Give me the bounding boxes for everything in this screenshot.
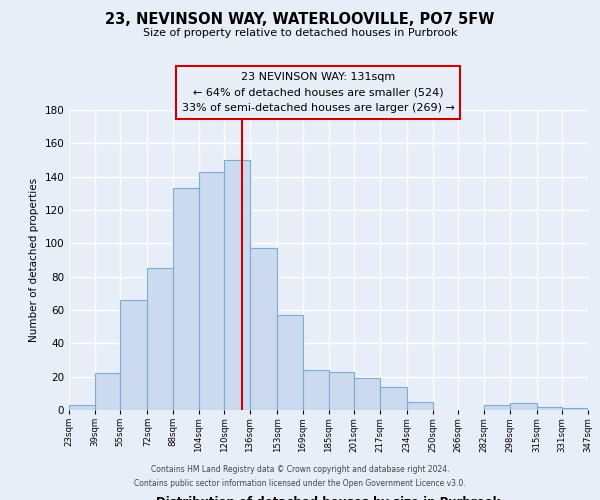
Text: Contains HM Land Registry data © Crown copyright and database right 2024.
Contai: Contains HM Land Registry data © Crown c… <box>134 466 466 487</box>
Y-axis label: Number of detached properties: Number of detached properties <box>29 178 39 342</box>
Text: 23, NEVINSON WAY, WATERLOOVILLE, PO7 5FW: 23, NEVINSON WAY, WATERLOOVILLE, PO7 5FW <box>106 12 494 28</box>
Bar <box>120 300 148 410</box>
Bar <box>407 402 433 410</box>
Bar <box>199 172 224 410</box>
X-axis label: Distribution of detached houses by size in Purbrook: Distribution of detached houses by size … <box>157 496 500 500</box>
Bar <box>380 386 407 410</box>
Text: Size of property relative to detached houses in Purbrook: Size of property relative to detached ho… <box>143 28 457 38</box>
Bar <box>562 408 588 410</box>
Bar <box>329 372 354 410</box>
Bar <box>224 160 250 410</box>
Text: 23 NEVINSON WAY: 131sqm
← 64% of detached houses are smaller (524)
33% of semi-d: 23 NEVINSON WAY: 131sqm ← 64% of detache… <box>182 72 454 113</box>
Bar <box>354 378 380 410</box>
Bar <box>173 188 199 410</box>
Bar <box>484 405 509 410</box>
Bar <box>303 370 329 410</box>
Bar <box>95 374 120 410</box>
Bar <box>277 315 303 410</box>
Bar <box>537 406 562 410</box>
Bar <box>148 268 173 410</box>
Bar <box>250 248 277 410</box>
Bar <box>69 405 95 410</box>
Bar <box>509 404 537 410</box>
